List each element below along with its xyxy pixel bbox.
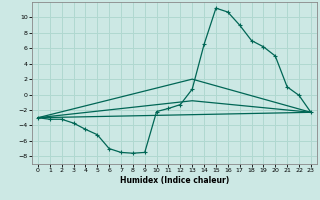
X-axis label: Humidex (Indice chaleur): Humidex (Indice chaleur) <box>120 176 229 185</box>
